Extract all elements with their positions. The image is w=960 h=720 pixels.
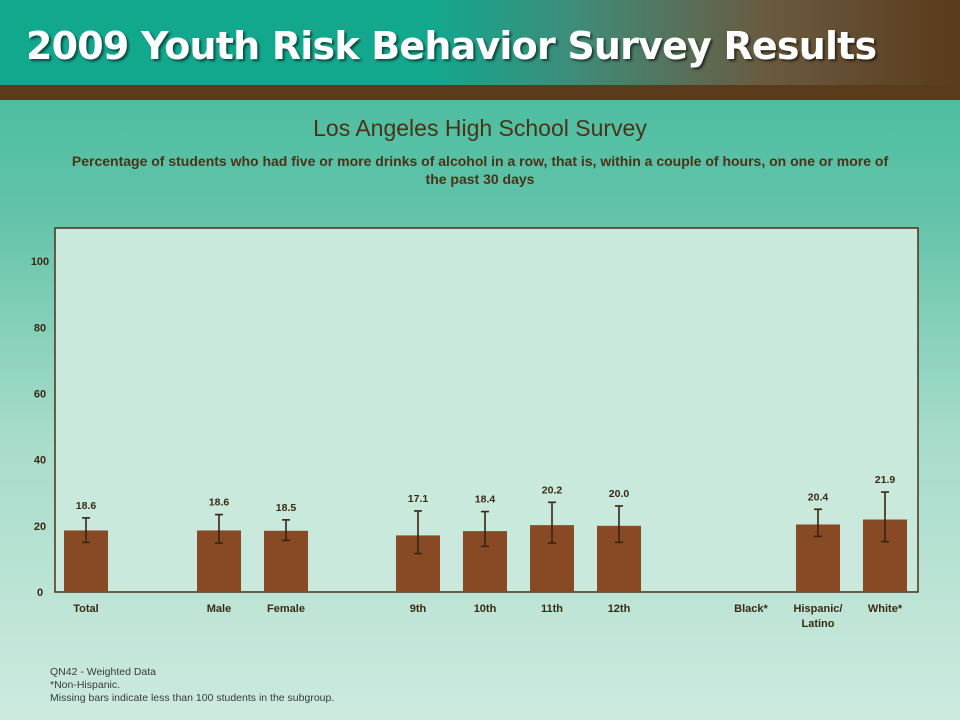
value-label: 18.5 [276,502,297,514]
category-label: 10th [474,603,497,615]
chart-subtitle: Percentage of students who had five or m… [71,153,889,187]
category-label: Hispanic/ [794,603,843,615]
category-label: Total [73,603,98,615]
value-label: 20.4 [808,491,829,503]
page-title: 2009 Youth Risk Behavior Survey Results [26,24,877,68]
y-tick-label: 60 [34,388,46,400]
chart-title: Los Angeles High School Survey [313,115,647,141]
footnote-missing-bars: Missing bars indicate less than 100 stud… [50,692,335,704]
category-label: Male [207,603,231,615]
value-label: 18.6 [209,497,230,509]
value-label: 18.6 [76,500,97,512]
header-divider-bar [0,85,960,100]
category-label: 12th [608,603,631,615]
category-label: Latino [802,618,835,630]
y-tick-label: 0 [37,587,43,599]
value-label: 20.2 [542,484,563,496]
category-label: 9th [410,603,427,615]
category-label: Black* [734,603,768,615]
category-label: Female [267,603,305,615]
value-label: 18.4 [475,494,496,506]
value-label: 21.9 [875,474,896,486]
footnotes: QN42 - Weighted Data *Non-Hispanic. Miss… [50,666,334,705]
y-tick-label: 20 [34,521,46,533]
y-tick-label: 80 [34,322,46,334]
header-banner [0,0,960,85]
value-label: 17.1 [408,493,429,505]
footnote-weighted: QN42 - Weighted Data [50,666,157,678]
value-label: 20.0 [609,488,630,500]
y-tick-label: 100 [31,256,49,268]
category-label: 11th [541,603,563,615]
category-label: White* [868,603,903,615]
y-tick-label: 40 [34,455,46,467]
footnote-non-hispanic: *Non-Hispanic. [50,679,121,691]
